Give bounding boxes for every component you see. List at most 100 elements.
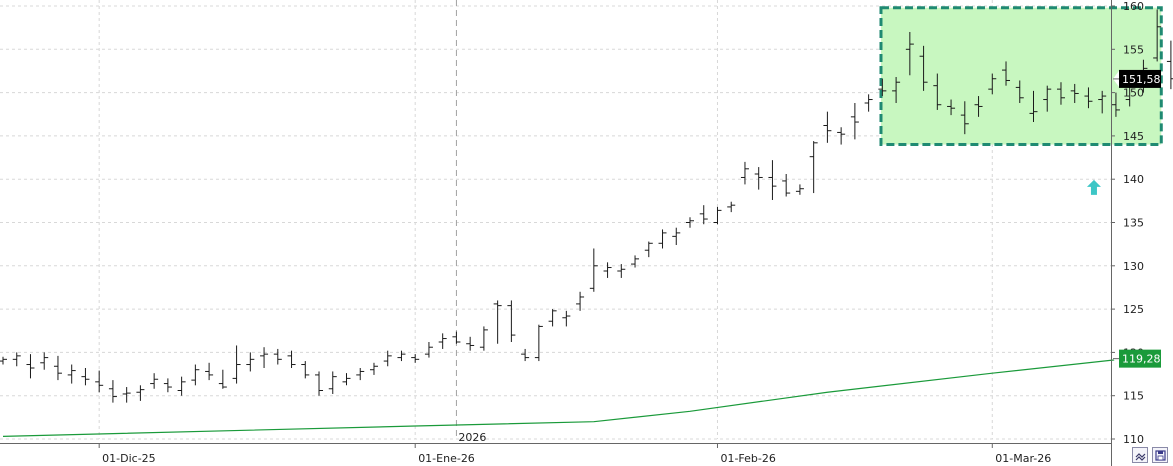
ohlc-bar — [672, 227, 681, 246]
ohlc-bar — [823, 111, 832, 143]
ohlc-bar — [438, 333, 447, 349]
x-tick-label: 01-Mar-26 — [995, 452, 1051, 465]
last-price-tag-text: 151,58 — [1122, 73, 1161, 86]
ohlc-bar — [328, 371, 337, 394]
y-tick-label: 150 — [1123, 87, 1144, 100]
ohlc-bar — [342, 373, 351, 386]
ohlc-bar — [136, 385, 145, 401]
ohlc-bar — [1043, 85, 1052, 112]
ohlc-bar — [81, 367, 90, 386]
ohlc-bar — [287, 350, 296, 368]
ohlc-bar — [837, 127, 846, 145]
ohlc-bar — [493, 300, 502, 344]
axis-labels: 11011512012513013514014515015516001-Dic-… — [102, 0, 1161, 465]
ohlc-bar — [562, 310, 571, 327]
ma-value-tag-bg — [1119, 349, 1161, 368]
save-button[interactable] — [1152, 447, 1168, 463]
ohlc-bar — [479, 326, 488, 351]
ohlc-bar — [177, 376, 186, 396]
ohlc-bar — [534, 324, 543, 362]
ohlc-bar — [809, 141, 818, 194]
ohlc-bar — [1002, 61, 1011, 86]
ohlc-bar — [727, 201, 736, 213]
price-bars-layer — [0, 9, 1173, 403]
y-tick-label: 110 — [1123, 433, 1144, 446]
ohlc-bar — [768, 160, 777, 200]
ohlc-bar — [892, 77, 901, 103]
y-tick-label: 145 — [1123, 130, 1144, 143]
ohlc-bar — [1098, 90, 1107, 114]
ohlc-bar — [699, 205, 708, 225]
ohlc-bar — [95, 370, 104, 393]
y-tick-label: 135 — [1123, 217, 1144, 230]
last-price-tag-bg — [1119, 69, 1161, 88]
ohlc-bar — [12, 352, 21, 367]
ohlc-bar — [960, 101, 969, 135]
y-tick-label: 130 — [1123, 260, 1144, 273]
ohlc-bar — [260, 347, 269, 368]
ohlc-bar — [576, 291, 585, 311]
year-label: 2026 — [458, 431, 486, 444]
ohlc-bar — [1111, 92, 1120, 117]
ohlc-bar — [1070, 83, 1079, 103]
ohlc-bar — [466, 336, 475, 351]
y-tick-label: 160 — [1123, 0, 1144, 13]
ohlc-bar — [713, 206, 722, 225]
ohlc-bar — [1029, 90, 1038, 123]
ohlc-bar — [740, 161, 749, 185]
ohlc-bar — [26, 354, 35, 379]
y-tick-label: 155 — [1123, 43, 1144, 56]
moving-average-layer — [2, 356, 1144, 438]
ohlc-bar — [397, 350, 406, 362]
moving-average-line — [2, 356, 1144, 438]
ohlc-bar — [67, 364, 76, 384]
ohlc-bar — [754, 167, 763, 190]
ohlc-bar — [369, 362, 378, 375]
y-tick-label: 125 — [1123, 303, 1144, 316]
ohlc-bar — [658, 229, 667, 249]
ohlc-bar — [795, 184, 804, 195]
ohlc-bar — [1166, 40, 1173, 90]
ohlc-bar — [603, 262, 612, 278]
ohlc-bar — [424, 342, 433, 358]
ohlc-bar — [53, 355, 62, 381]
ohlc-bar — [191, 364, 200, 386]
ohlc-bar — [383, 350, 392, 367]
ohlc-bar — [40, 352, 49, 370]
ohlc-bar — [686, 217, 694, 228]
last-price-tag: 151,58 — [1113, 69, 1161, 88]
ohlc-bar — [644, 241, 653, 258]
ma-value-tag-text: 119,28 — [1122, 353, 1161, 366]
ohlc-bar — [631, 255, 640, 268]
ohlc-bar — [905, 31, 914, 76]
ohlc-bar — [315, 371, 324, 396]
double-chevron-icon — [1135, 453, 1146, 461]
ohlc-bar — [988, 73, 997, 95]
ohlc-bar — [0, 356, 7, 365]
ohlc-bar — [878, 78, 887, 97]
ohlc-bar — [1153, 9, 1162, 62]
ohlc-bar — [108, 380, 117, 403]
ohlc-bar — [782, 174, 791, 197]
ohlc-bar — [864, 94, 873, 112]
ohlc-bar — [507, 300, 516, 343]
ohlc-bar — [356, 367, 365, 381]
ohlc-bar — [548, 309, 557, 327]
y-tick-label: 115 — [1123, 390, 1144, 403]
ma-value-tag: 119,28 — [1113, 349, 1161, 368]
save-icon — [1155, 450, 1166, 461]
ohlc-bar — [452, 331, 461, 344]
x-tick-label: 01-Feb-26 — [720, 452, 775, 465]
ohlc-bar — [974, 96, 983, 117]
x-tick-label: 01-Ene-26 — [418, 452, 475, 465]
zoom-fit-button[interactable] — [1132, 447, 1148, 463]
ohlc-bar — [1015, 80, 1024, 103]
ohlc-bar — [246, 352, 255, 372]
up-arrow-icon — [1086, 179, 1101, 195]
ohlc-bar — [850, 102, 859, 140]
ohlc-bar — [218, 369, 227, 389]
highlight-layer — [879, 6, 1163, 195]
ohlc-bar — [232, 345, 241, 384]
ohlc-bar — [947, 99, 956, 116]
